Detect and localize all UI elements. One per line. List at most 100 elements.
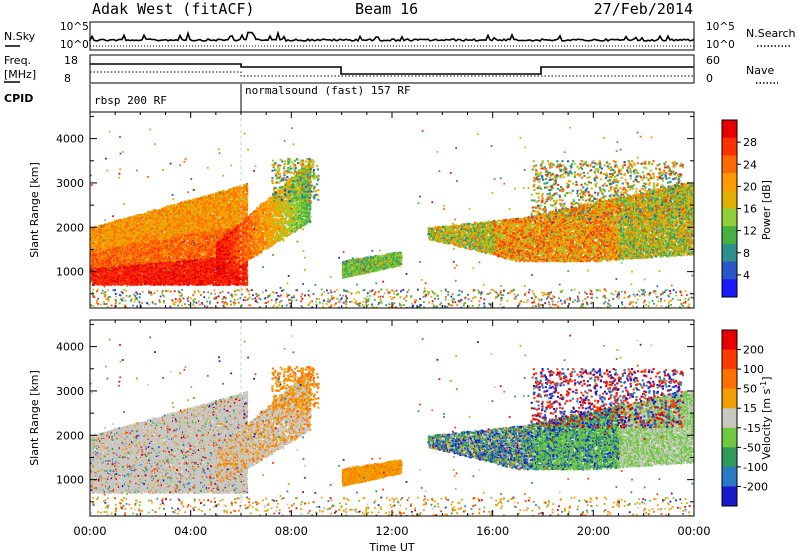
data-point — [97, 262, 100, 265]
data-point — [118, 219, 121, 222]
data-point — [98, 257, 101, 260]
data-point — [90, 277, 93, 280]
data-point — [176, 243, 179, 246]
data-point — [93, 229, 96, 232]
data-point — [157, 244, 160, 247]
data-point — [115, 252, 118, 255]
data-point — [176, 218, 179, 221]
data-point — [148, 214, 151, 217]
data-point — [143, 257, 146, 260]
data-point — [178, 276, 181, 279]
data-point — [116, 224, 119, 227]
data-point — [140, 217, 143, 220]
data-point — [109, 280, 112, 283]
data-point — [153, 271, 156, 274]
data-point — [170, 240, 173, 243]
data-point — [107, 248, 110, 251]
data-point — [116, 256, 119, 259]
data-point — [126, 260, 129, 263]
data-point — [145, 263, 149, 266]
data-point — [138, 213, 141, 216]
data-point — [116, 245, 119, 247]
data-point — [116, 220, 119, 223]
data-point — [106, 272, 109, 275]
data-point — [100, 248, 104, 251]
data-point — [182, 270, 185, 273]
data-point — [175, 268, 178, 271]
data-point — [145, 252, 148, 255]
data-point — [116, 280, 119, 283]
data-point — [170, 204, 173, 207]
data-point — [100, 272, 103, 275]
data-point — [107, 232, 110, 235]
data-point — [160, 234, 163, 237]
data-point — [122, 220, 125, 223]
data-point — [105, 252, 108, 254]
data-point — [181, 267, 184, 270]
data-point — [135, 222, 139, 225]
data-point — [128, 241, 131, 244]
data-point — [114, 258, 117, 261]
data-point — [120, 245, 123, 247]
data-point — [127, 265, 130, 268]
data-point — [130, 269, 133, 272]
data-point — [168, 255, 171, 258]
data-point — [145, 269, 148, 272]
data-point — [159, 243, 163, 246]
data-point — [114, 274, 117, 277]
data-point — [132, 235, 135, 238]
data-point — [99, 274, 102, 277]
data-point — [166, 229, 169, 232]
data-point — [146, 220, 149, 223]
data-point — [127, 236, 130, 239]
data-point — [160, 280, 163, 282]
data-point — [101, 229, 104, 232]
data-point — [158, 277, 161, 280]
data-point — [177, 221, 180, 223]
data-point — [103, 247, 106, 250]
data-point — [137, 273, 141, 275]
data-point — [178, 244, 181, 247]
data-point — [175, 238, 178, 241]
data-point — [104, 267, 107, 270]
data-point — [99, 265, 102, 268]
data-point — [151, 223, 154, 226]
data-point — [170, 265, 173, 268]
data-point — [149, 278, 152, 281]
nsearch-label: N.Search — [746, 27, 796, 40]
data-point — [162, 271, 165, 274]
data-point — [141, 283, 144, 286]
data-point — [120, 264, 123, 267]
data-point — [145, 272, 149, 275]
data-point — [105, 237, 108, 240]
data-point — [102, 251, 105, 254]
data-point — [130, 267, 134, 270]
data-point — [103, 240, 107, 243]
data-point — [101, 227, 104, 230]
nsky-trace — [89, 30, 695, 47]
data-point — [176, 251, 179, 254]
data-point — [151, 227, 154, 230]
data-point — [105, 240, 108, 243]
data-point — [154, 239, 157, 242]
data-point — [171, 255, 174, 258]
data-point — [159, 221, 162, 224]
data-point — [151, 248, 154, 251]
data-point — [135, 237, 138, 240]
data-point — [107, 270, 110, 272]
data-point — [154, 219, 157, 222]
data-point — [99, 278, 102, 281]
data-point — [172, 236, 175, 239]
data-point — [121, 261, 125, 264]
data-point — [151, 231, 154, 234]
data-point — [126, 221, 129, 224]
data-point — [137, 247, 140, 250]
data-point — [116, 277, 119, 280]
data-point — [169, 272, 172, 275]
data-point — [93, 280, 96, 283]
data-point — [169, 248, 172, 251]
data-point — [147, 211, 150, 214]
data-point — [170, 224, 173, 227]
data-point — [173, 267, 176, 270]
data-point — [179, 260, 182, 263]
